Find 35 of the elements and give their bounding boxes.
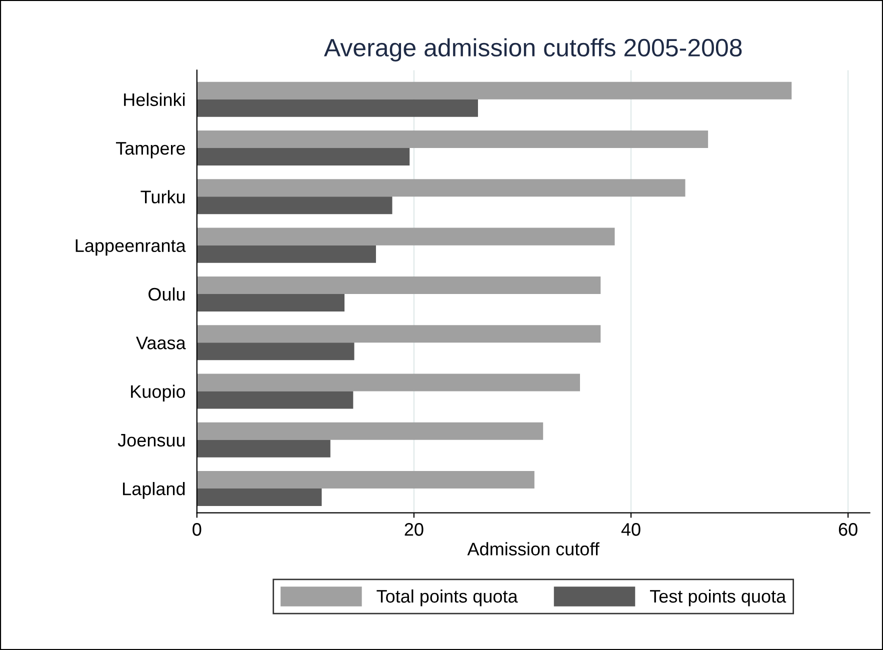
bar <box>196 325 601 343</box>
legend-label: Test points quota <box>650 589 786 606</box>
y-tick-label: Vaasa <box>136 336 186 350</box>
bar <box>196 228 615 246</box>
bar <box>196 130 708 148</box>
bar <box>196 342 354 360</box>
bar <box>196 294 344 312</box>
bar <box>196 440 330 458</box>
y-tick-label: Joensuu <box>118 434 185 447</box>
y-tick-label: Helsinki <box>124 92 185 106</box>
x-axis-title: Admission cutoff <box>467 542 600 556</box>
bar <box>196 196 392 214</box>
legend-label: Total points quota <box>376 589 518 606</box>
bar <box>196 82 792 100</box>
bar <box>196 374 580 392</box>
y-tick-label: Turku <box>140 190 185 204</box>
x-tick-label: 40 <box>621 523 640 536</box>
bar <box>196 422 544 440</box>
y-tick-label: Lapland <box>123 482 185 499</box>
x-tick-label: 0 <box>192 523 202 536</box>
y-tick-label: Lappeenranta <box>76 239 186 256</box>
bar <box>196 276 601 294</box>
y-tick-label: Oulu <box>148 287 185 301</box>
x-tick-label: 60 <box>838 523 858 536</box>
x-tick-label: 20 <box>404 523 424 536</box>
y-tick-label: Tampere <box>116 142 185 158</box>
bar <box>196 391 354 409</box>
bar <box>196 179 686 197</box>
bar <box>196 488 322 506</box>
bar <box>196 148 410 166</box>
chart-title: Average admission cutoffs 2005-2008 <box>324 38 742 62</box>
bar <box>196 99 478 117</box>
bar <box>196 245 376 263</box>
y-tick-label: Kuopio <box>131 384 186 402</box>
bar <box>196 471 534 489</box>
